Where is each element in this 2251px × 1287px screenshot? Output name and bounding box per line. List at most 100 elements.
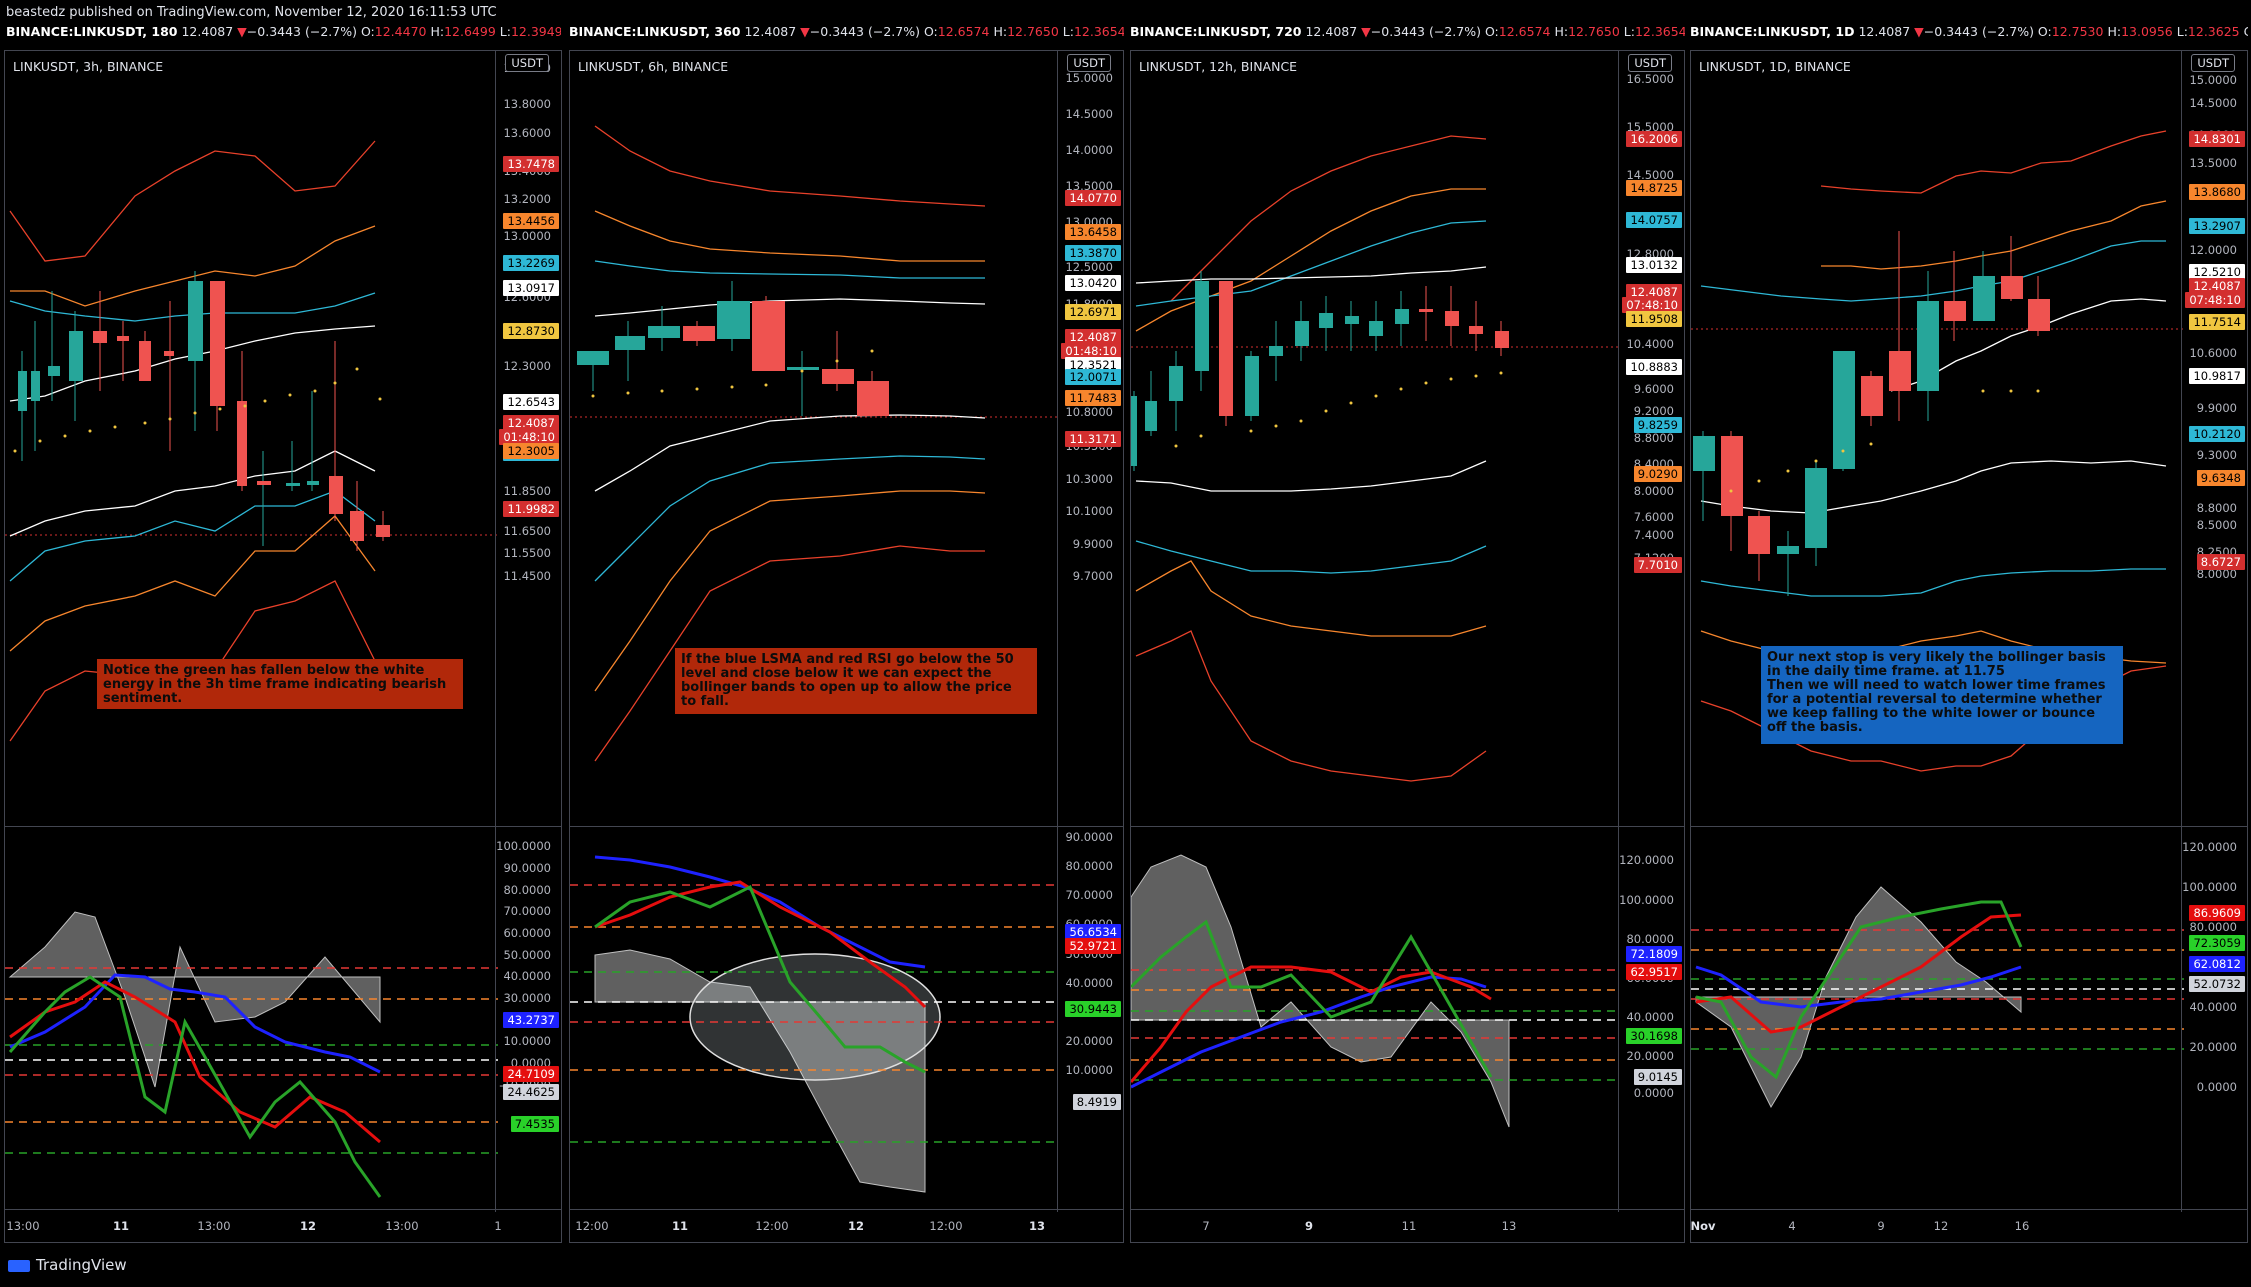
oscillator-tick: 60.0000 (503, 926, 551, 940)
oscillator-label: 9.0145 (1633, 1069, 1682, 1085)
oscillator-tick: 0.0000 (1633, 1086, 1674, 1100)
price-axis[interactable]: 14.000013.800013.600013.400013.200013.00… (495, 51, 561, 826)
oscillator-tick: 100.0000 (1619, 893, 1674, 907)
price-tick: 15.5000 (1626, 120, 1674, 134)
oscillator-pane[interactable]: 90.000080.000070.000060.000050.000040.00… (570, 827, 1123, 1212)
price-change: −0.3443 (−2.7%) (1923, 24, 2034, 39)
symbol-name: BINANCE:LINKUSDT, 360 (569, 24, 741, 39)
oscillator-axis[interactable]: 90.000080.000070.000060.000050.000040.00… (1057, 827, 1123, 1212)
chart-panel-6h[interactable]: LINKUSDT, 6h, BINANCE If the blue LSMA a… (569, 50, 1124, 1243)
price-label: 07:48:10 (2185, 292, 2245, 308)
oscillator-plot[interactable] (570, 827, 1124, 1212)
annotation-note[interactable]: Our next stop is very likely the bolling… (1761, 646, 2123, 744)
time-tick: 13:00 (6, 1219, 40, 1233)
oscillator-tick: 10.0000 (1065, 1063, 1113, 1077)
price-tick: 12.0000 (2189, 243, 2237, 257)
note-text: Our next stop is very likely the bolling… (1767, 650, 2106, 735)
note-text: Notice the green has fallen below the wh… (103, 663, 447, 706)
time-tick: 12 (1933, 1219, 1949, 1233)
oscillator-label: 30.1698 (1626, 1028, 1682, 1044)
oscillator-label: 62.0812 (2189, 956, 2245, 972)
price-label: 07:48:10 (1622, 297, 1682, 313)
price-label: 12.6971 (1065, 304, 1121, 320)
oscillator-tick: 40.0000 (1626, 1010, 1674, 1024)
oscillator-label: 7.4535 (510, 1116, 559, 1132)
price-label: 13.6458 (1065, 224, 1121, 240)
price-pane[interactable]: LINKUSDT, 12h, BINANCE 16.5000 15.5000 14.… (1131, 51, 1684, 826)
annotation-note[interactable]: If the blue LSMA and red RSI go below th… (675, 648, 1037, 714)
price-label: 14.8301 (2189, 131, 2245, 147)
price-label: 12.8730 (503, 323, 559, 339)
chart-panel-1d[interactable]: LINKUSDT, 1D, BINANCE Our next stop is v… (1690, 50, 2248, 1243)
oscillator-tick: 80.0000 (2189, 920, 2237, 934)
annotation-note[interactable]: Notice the green has fallen below the wh… (97, 659, 463, 709)
price-tick: 8.5000 (2196, 518, 2237, 532)
time-axis[interactable]: Nov 4 9 12 16 (1691, 1209, 2247, 1242)
oscillator-tick: 50.0000 (503, 948, 551, 962)
price-label: 13.2907 (2189, 218, 2245, 234)
oscillator-pane[interactable]: 120.0000100.000080.000060.000040.000020.… (1691, 827, 2247, 1212)
rsi-line (9, 980, 381, 1144)
price-pane[interactable]: LINKUSDT, 1D, BINANCE Our next stop is v… (1691, 51, 2247, 826)
oscillator-axis[interactable]: 100.0000 90.0000 80.0000 70.0000 60.0000 50.0… (495, 827, 561, 1212)
bb-upper-2 (594, 210, 985, 262)
pane-divider[interactable] (5, 826, 561, 827)
time-axis[interactable]: 7 9 11 13 (1131, 1209, 1684, 1242)
symbol-name: BINANCE:LINKUSDT, 720 (1130, 24, 1302, 39)
currency-button[interactable]: USDT (1067, 54, 1111, 72)
time-tick: 13:00 (197, 1219, 231, 1233)
price-plot[interactable] (5, 51, 562, 826)
bb-upper-3 (1170, 135, 1487, 302)
time-axis[interactable]: 13:00 11 13:00 12 13:00 1 (5, 1209, 561, 1242)
price-label: 01:48:10 (1061, 343, 1121, 359)
oscillator-pane[interactable]: 100.0000 90.0000 80.0000 70.0000 60.0000 50.0… (5, 827, 561, 1212)
oscillator-axis[interactable]: 120.0000100.000080.000060.000040.000020.… (2181, 827, 2247, 1212)
price-tick: 11.5500 (503, 546, 551, 560)
price-label: 12.3005 (503, 443, 559, 459)
price-pane[interactable]: LINKUSDT, 3h, BINANCE Notice the green h… (5, 51, 561, 826)
oscillator-plot[interactable] (1691, 827, 2248, 1212)
currency-button[interactable]: USDT (505, 54, 549, 72)
bb-lower-1 (594, 414, 986, 492)
oscillator-axis[interactable]: 120.0000100.000080.000060.000040.000020.… (1618, 827, 1684, 1212)
price-change: −0.3443 (−2.7%) (809, 24, 920, 39)
pane-divider[interactable] (1691, 826, 2247, 827)
price-tick: 9.9000 (2196, 401, 2237, 415)
open-value: 12.4470 (374, 24, 427, 39)
currency-button[interactable]: USDT (2191, 54, 2235, 72)
chart-panel-12h[interactable]: LINKUSDT, 12h, BINANCE 16.5000 15.5000 14.… (1130, 50, 1685, 1243)
price-change: −0.3443 (−2.7%) (1370, 24, 1481, 39)
time-axis[interactable]: 12:00 11 12:00 12 12:00 13 (570, 1209, 1123, 1242)
pane-divider[interactable] (570, 826, 1123, 827)
time-tick: 13 (1501, 1219, 1517, 1233)
note-text: If the blue LSMA and red RSI go below th… (681, 652, 1014, 709)
price-axis[interactable]: 15.500015.000014.500014.000013.500013.00… (1057, 51, 1123, 826)
low-value: 12.3654 (1073, 24, 1124, 39)
symbol-name: BINANCE:LINKUSDT, 1D (1690, 24, 1855, 39)
price-tick: 13.2000 (503, 192, 551, 206)
bb-lower-3 (594, 490, 986, 692)
price-axis[interactable]: 16.500015.500014.500013.500012.800011.40… (1618, 51, 1684, 826)
price-axis[interactable]: 15.000014.500014.000013.500013.000012.00… (2181, 51, 2247, 826)
candles (577, 281, 889, 416)
time-tick: 12:00 (929, 1219, 963, 1233)
oscillator-plot[interactable] (5, 827, 562, 1212)
price-pane[interactable]: LINKUSDT, 6h, BINANCE If the blue LSMA a… (570, 51, 1123, 826)
pane-divider[interactable] (1131, 826, 1684, 827)
open-value: 12.7530 (2051, 24, 2104, 39)
oscillator-plot[interactable] (1131, 827, 1685, 1212)
price-plot[interactable] (570, 51, 1124, 826)
fast-line (1695, 900, 2023, 1080)
fast-line (1131, 919, 1493, 1078)
oscillator-tick: 0.0000 (2196, 1080, 2237, 1094)
price-tick: 13.5000 (1065, 179, 1113, 193)
currency-button[interactable]: USDT (1628, 54, 1672, 72)
bb-upper-2 (1135, 188, 1486, 332)
oscillator-label: 52.0732 (2189, 976, 2245, 992)
oscillator-pane[interactable]: 120.0000100.000080.000060.000040.000020.… (1131, 827, 1684, 1212)
bb-lower-2 (594, 455, 986, 582)
price-plot[interactable] (1131, 51, 1685, 826)
psar-dots (13, 367, 382, 453)
chart-panel-3h[interactable]: LINKUSDT, 3h, BINANCE Notice the green h… (4, 50, 562, 1243)
tradingview-logo[interactable]: TradingView (8, 1256, 127, 1274)
